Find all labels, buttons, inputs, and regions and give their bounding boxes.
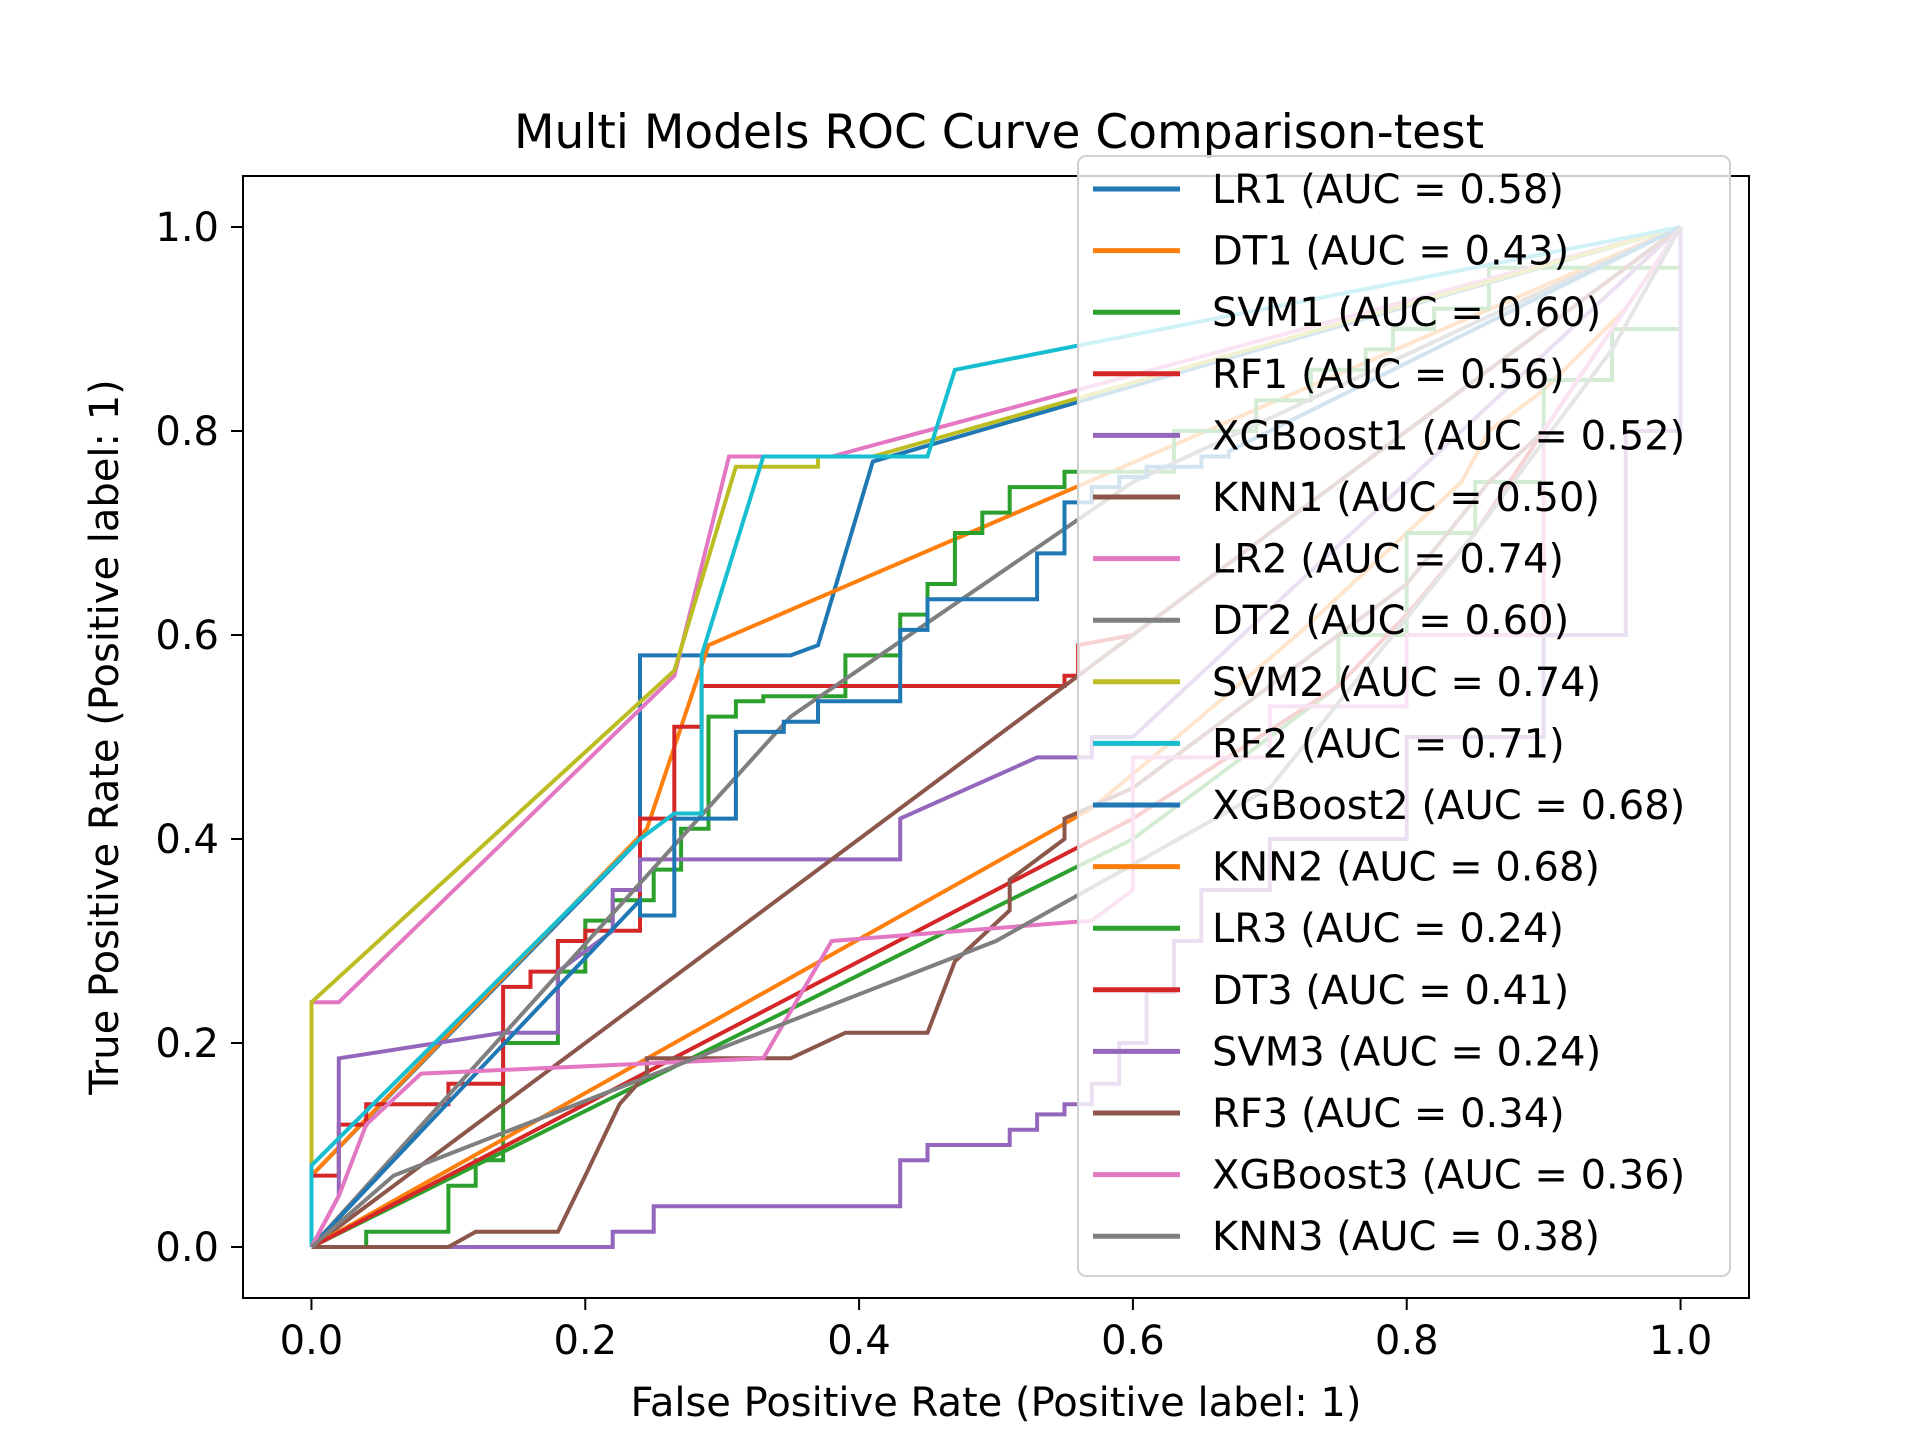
legend-box	[1077, 155, 1731, 1277]
legend-label-11: KNN2 (AUC = 0.68)	[1212, 845, 1600, 891]
y-axis-ticks: 0.0 0.2 0.4 0.6 0.8 1.0	[155, 205, 243, 1271]
legend-label-8: SVM2 (AUC = 0.74)	[1212, 660, 1601, 706]
x-tick-label: 0.0	[280, 1318, 344, 1364]
legend-label-17: KNN3 (AUC = 0.38)	[1212, 1214, 1600, 1260]
legend-label-4: XGBoost1 (AUC = 0.52)	[1212, 413, 1685, 459]
series-line-9	[309, 225, 1681, 1247]
legend-label-15: RF3 (AUC = 0.34)	[1212, 1091, 1565, 1137]
y-tick-label: 0.4	[155, 817, 219, 863]
y-tick-label: 0.8	[155, 409, 219, 455]
x-tick-label: 0.6	[1101, 1318, 1165, 1364]
y-tick-label: 0.6	[155, 613, 219, 659]
x-axis-ticks: 0.0 0.2 0.4 0.6 0.8 1.0	[280, 1298, 1713, 1364]
legend-label-3: RF1 (AUC = 0.56)	[1212, 352, 1565, 398]
legend-label-1: DT1 (AUC = 0.43)	[1212, 229, 1569, 275]
y-tick-label: 1.0	[155, 205, 219, 251]
legend-label-9: RF2 (AUC = 0.71)	[1212, 721, 1565, 767]
legend-label-13: DT3 (AUC = 0.41)	[1212, 968, 1569, 1014]
x-tick-label: 1.0	[1649, 1318, 1713, 1364]
legend-label-16: XGBoost3 (AUC = 0.36)	[1212, 1153, 1685, 1199]
x-tick-label: 0.2	[553, 1318, 617, 1364]
legend-label-14: SVM3 (AUC = 0.24)	[1212, 1029, 1601, 1075]
chart-title: Multi Models ROC Curve Comparison-test	[514, 105, 1484, 160]
legend-label-0: LR1 (AUC = 0.58)	[1212, 167, 1564, 213]
legend-label-5: KNN1 (AUC = 0.50)	[1212, 475, 1600, 521]
y-tick-label: 0.2	[155, 1021, 219, 1067]
legend: LR1 (AUC = 0.58) DT1 (AUC = 0.43) SVM1 (AU…	[1077, 155, 1731, 1277]
legend-label-2: SVM1 (AUC = 0.60)	[1212, 290, 1601, 336]
legend-label-7: DT2 (AUC = 0.60)	[1212, 598, 1569, 644]
y-axis-label: True Positive Rate (Positive label: 1)	[82, 379, 128, 1096]
x-tick-label: 0.4	[827, 1318, 891, 1364]
legend-label-6: LR2 (AUC = 0.74)	[1212, 537, 1564, 583]
legend-label-10: XGBoost2 (AUC = 0.68)	[1212, 783, 1685, 829]
legend-label-12: LR3 (AUC = 0.24)	[1212, 906, 1564, 952]
y-tick-label: 0.0	[155, 1225, 219, 1271]
x-axis-label: False Positive Rate (Positive label: 1)	[631, 1380, 1362, 1426]
plot-frame	[242, 175, 1750, 1299]
x-tick-label: 0.8	[1375, 1318, 1439, 1364]
